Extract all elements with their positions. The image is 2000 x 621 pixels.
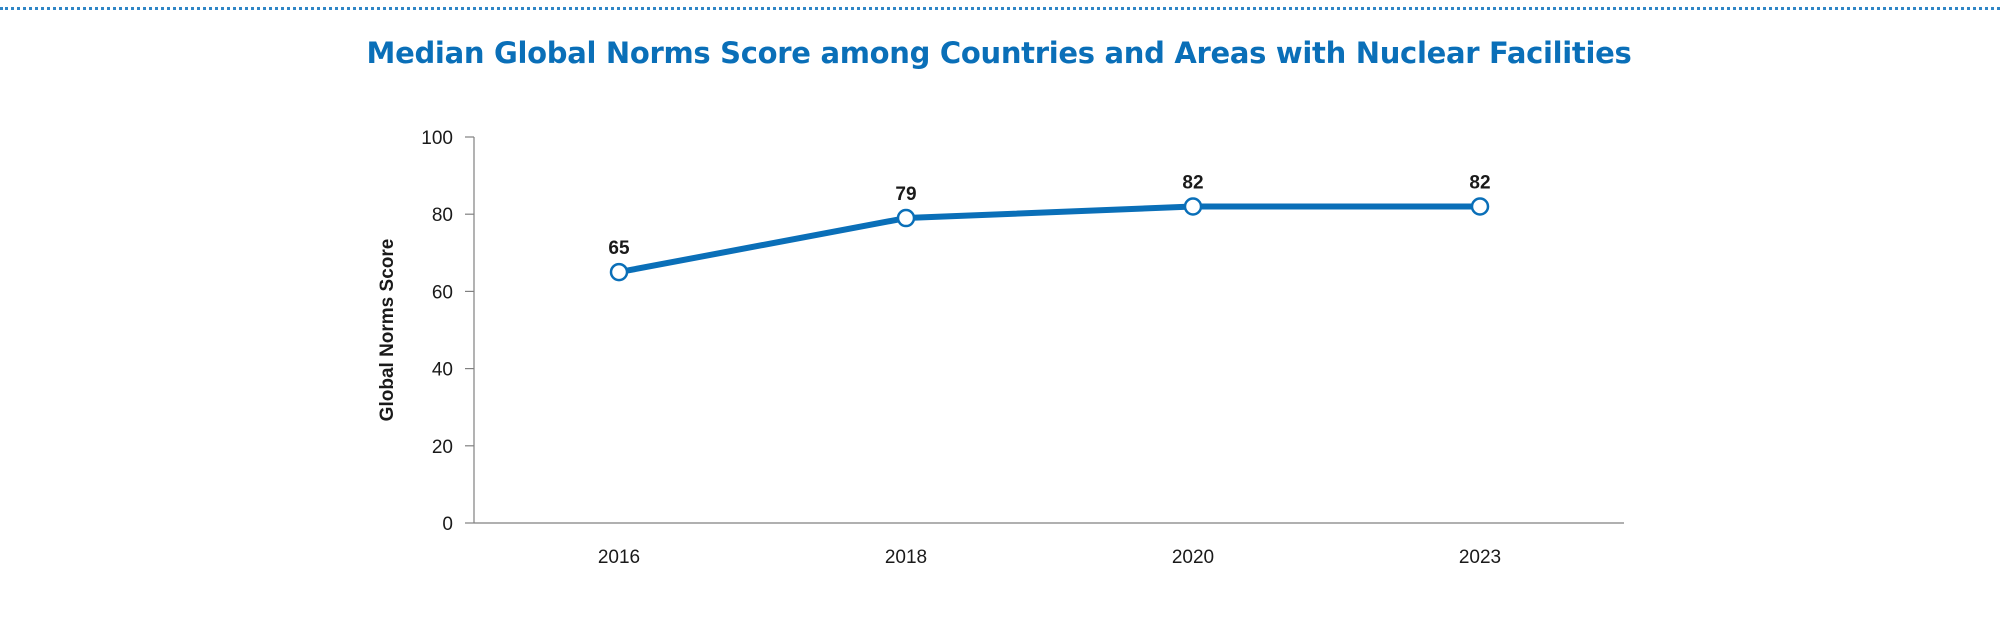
- y-tick-label: 100: [421, 128, 453, 149]
- x-tick-label: 2023: [1459, 547, 1501, 568]
- data-point-2016: [609, 262, 629, 282]
- x-tick-label: 2020: [1172, 547, 1214, 568]
- top-dotted-rule: [0, 7, 2000, 10]
- chart-title: Median Global Norms Score among Countrie…: [367, 36, 1632, 70]
- y-tick-label: 40: [432, 360, 453, 381]
- series-line: [616, 203, 1483, 276]
- data-label-2018: 79: [895, 184, 916, 205]
- y-tick-label: 20: [432, 437, 453, 458]
- x-ticks: 2016 2018 2020 2023: [598, 547, 1501, 568]
- data-labels: 65 79 82 82: [608, 172, 1490, 259]
- y-tick-label: 80: [432, 205, 453, 226]
- data-label-2023: 82: [1469, 172, 1490, 193]
- axes: [473, 137, 1624, 524]
- data-point-2018: [896, 208, 916, 228]
- y-axis-label: Global Norms Score: [377, 239, 398, 422]
- x-tick-label: 2016: [598, 547, 640, 568]
- data-label-2016: 65: [608, 238, 630, 259]
- data-label-2020: 82: [1182, 172, 1203, 193]
- y-ticks: 0 20 40 60 80 100: [421, 128, 474, 535]
- data-point-2023: [1470, 197, 1490, 216]
- y-tick-label: 60: [432, 282, 453, 303]
- series: [609, 197, 1490, 282]
- data-point-2020: [1183, 197, 1203, 216]
- y-tick-label: 0: [442, 514, 453, 535]
- x-tick-label: 2018: [885, 547, 927, 568]
